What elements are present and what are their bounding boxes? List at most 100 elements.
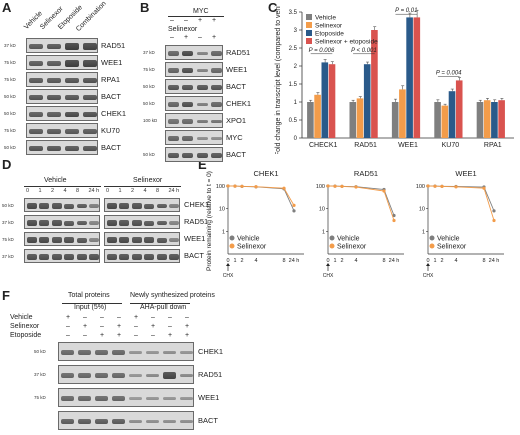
western-blot-strip xyxy=(58,342,194,361)
blot-band xyxy=(61,350,74,355)
blot-band xyxy=(163,419,176,424)
blot-band xyxy=(64,254,74,260)
legend-label: Selinexor xyxy=(237,244,267,251)
blot-band xyxy=(167,51,179,56)
blot-band xyxy=(167,152,179,159)
blot-band xyxy=(29,43,43,50)
blot-band xyxy=(29,128,43,135)
blot-band xyxy=(89,254,99,260)
data-point xyxy=(233,184,237,188)
blot-band xyxy=(112,418,125,425)
blot-band xyxy=(106,237,117,243)
category-label: WEE1 xyxy=(398,142,418,149)
blot-band xyxy=(119,237,129,243)
marker-size: 75 kD xyxy=(2,237,14,242)
blot-band xyxy=(182,84,194,91)
blot-band xyxy=(78,418,91,425)
y-tick-label: 10 xyxy=(219,207,225,213)
pulldown-label: AHA-pull down xyxy=(140,304,187,311)
blot-band xyxy=(196,137,208,140)
timepoint-label: 8 xyxy=(156,188,160,194)
y-tick-label: 0.5 xyxy=(289,118,298,124)
marker-size: 100 kD xyxy=(143,117,158,123)
myc-bracket xyxy=(168,16,224,17)
western-blot-strip xyxy=(26,72,98,87)
blot-band xyxy=(131,220,142,226)
data-point xyxy=(326,184,330,188)
data-point xyxy=(392,213,396,218)
treatment-sign: + xyxy=(117,332,122,339)
blot-band xyxy=(146,397,159,400)
treatment-sign: + xyxy=(134,314,139,321)
myc-sign: + xyxy=(198,17,203,24)
input-bracket xyxy=(62,303,122,304)
timepoint-label: 24 h xyxy=(88,188,100,194)
protein-label: CHEK1 xyxy=(184,200,210,209)
blot-band xyxy=(47,128,61,135)
myc-sign: – xyxy=(170,17,174,24)
blot-band xyxy=(196,84,208,91)
x-tick-label: 8 xyxy=(382,258,385,264)
timepoint-label: 1 xyxy=(118,188,122,194)
panel-label-b: B xyxy=(140,0,150,15)
legend-swatch xyxy=(306,14,312,20)
blot-band xyxy=(29,77,43,84)
group-bracket-selinexor xyxy=(104,186,181,187)
blot-band xyxy=(131,237,142,243)
treatment-label: Vehicle xyxy=(10,314,33,321)
blot-band xyxy=(144,254,154,260)
blot-band xyxy=(83,145,97,152)
y-tick-label: 1.5 xyxy=(289,82,298,88)
legend-marker xyxy=(429,235,435,241)
treatment-sign: + xyxy=(185,323,190,330)
blot-band xyxy=(112,396,125,401)
blot-band xyxy=(47,60,61,67)
western-blot-strip xyxy=(24,215,100,229)
treatment-sign: – xyxy=(151,332,155,339)
bar xyxy=(498,100,505,138)
bar xyxy=(349,102,357,138)
marker-size: 50 kD xyxy=(143,151,155,157)
p-value-label: P < 0.001 xyxy=(351,48,377,54)
blot-band xyxy=(211,102,222,107)
y-tick-label: 2 xyxy=(294,64,298,70)
western-blot-strip xyxy=(26,55,98,70)
marker-size: 37 kD xyxy=(143,49,155,55)
y-tick-label: 10 xyxy=(319,207,325,213)
marker-size: 37 kD xyxy=(4,42,16,48)
data-point xyxy=(392,218,396,223)
western-blot-strip xyxy=(58,411,194,430)
blot-band xyxy=(65,111,79,118)
chx-arrowhead xyxy=(226,263,230,266)
blot-band xyxy=(106,203,117,209)
data-point xyxy=(254,185,258,189)
selinexor-sign: + xyxy=(212,34,217,41)
western-blot-strip xyxy=(104,198,180,212)
data-point xyxy=(492,218,496,223)
treatment-sign: – xyxy=(151,314,155,321)
blot-band xyxy=(39,203,49,209)
legend-label: Selinexor xyxy=(315,23,343,30)
blot-band xyxy=(167,136,179,141)
blot-band xyxy=(180,351,193,354)
y-tick-label: 2.5 xyxy=(289,46,298,52)
blot-band xyxy=(61,373,74,378)
chx-label: CHX xyxy=(323,273,334,279)
treatment-sign: – xyxy=(66,323,70,330)
myc-sign: – xyxy=(184,17,188,24)
western-blot-strip xyxy=(165,147,223,162)
selinexor-sign: + xyxy=(184,34,189,41)
blot-band xyxy=(167,68,179,73)
blot-band xyxy=(146,351,159,354)
blot-band xyxy=(131,203,142,209)
y-tick-label: 1 xyxy=(222,229,225,235)
y-tick-label: 100 xyxy=(316,184,325,190)
data-point xyxy=(482,186,486,190)
treatment-sign: + xyxy=(117,323,122,330)
blot-band xyxy=(26,254,37,260)
blot-band xyxy=(76,203,87,209)
selinexor-sign: – xyxy=(170,34,174,41)
treatment-sign: – xyxy=(185,314,189,321)
data-point xyxy=(340,184,344,189)
bar xyxy=(406,17,413,138)
